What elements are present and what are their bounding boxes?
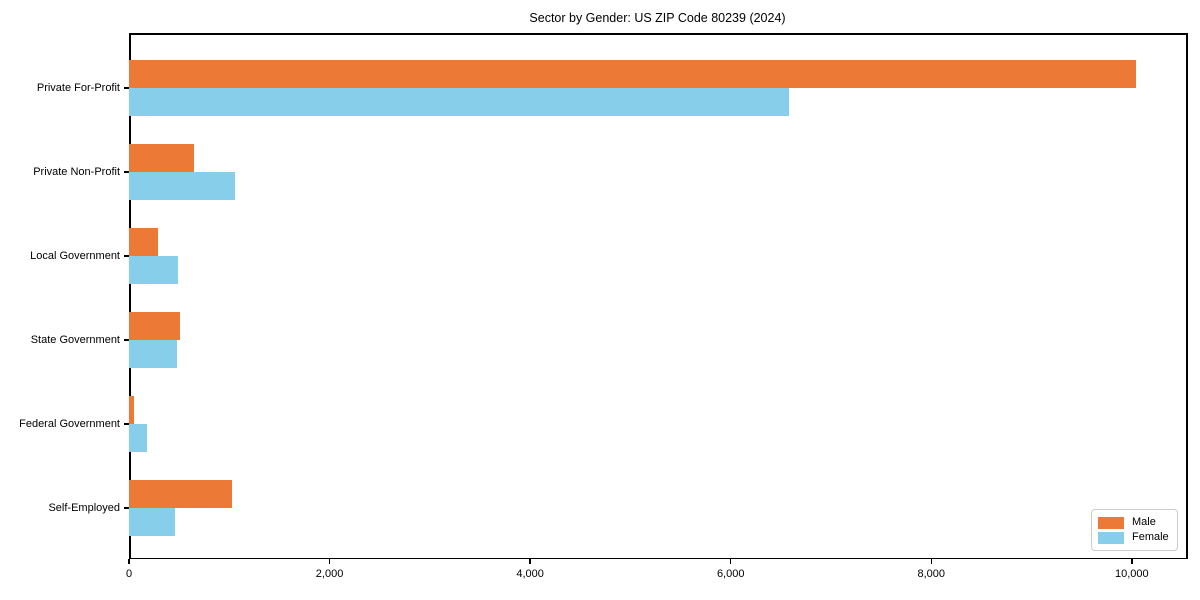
- y-axis-label-state-government: State Government: [30, 333, 120, 346]
- axis-spine-bottom: [129, 557, 1188, 559]
- plot-area: [129, 33, 1186, 559]
- y-axis-label-self-employed: Self-Employed: [48, 501, 120, 514]
- bar-male-private-non-profit: [129, 144, 195, 172]
- chart-title: Sector by Gender: US ZIP Code 80239 (202…: [529, 11, 786, 25]
- axis-spine-right: [1186, 33, 1188, 559]
- bar-female-federal-government: [129, 424, 148, 452]
- bar-male-state-government: [129, 312, 181, 340]
- x-tick-label-4000: 4,000: [516, 568, 544, 580]
- x-tick: [328, 559, 331, 564]
- x-tick-label-8000: 8,000: [917, 568, 946, 580]
- y-axis-label-private-for-profit: Private For-Profit: [36, 81, 120, 94]
- x-tick: [529, 559, 531, 564]
- x-tick-label-0: 0: [125, 568, 133, 580]
- y-tick: [124, 171, 129, 173]
- axis-spine-left: [129, 33, 131, 559]
- x-tick: [1131, 559, 1133, 564]
- axis-spine-top: [129, 33, 1188, 35]
- bar-female-local-government: [129, 256, 179, 284]
- y-tick: [124, 423, 129, 425]
- bar-male-private-for-profit: [129, 60, 1136, 88]
- male-swatch-icon: [1098, 516, 1124, 529]
- y-tick: [124, 255, 129, 257]
- y-tick: [124, 339, 129, 341]
- female-swatch-icon: [1098, 531, 1124, 544]
- x-tick: [729, 559, 732, 564]
- y-tick: [124, 507, 129, 509]
- x-tick: [128, 559, 130, 564]
- x-tick-label-2000: 2,000: [315, 568, 344, 580]
- y-axis-label-local-government: Local Government: [30, 249, 120, 262]
- bar-female-self-employed: [129, 508, 176, 536]
- legend: Male Female: [1091, 509, 1178, 551]
- y-axis-label-private-non-profit: Private Non-Profit: [33, 165, 120, 178]
- bar-male-self-employed: [129, 480, 233, 508]
- y-axis-label-federal-government: Federal Government: [19, 417, 120, 430]
- bar-female-state-government: [129, 340, 178, 368]
- legend-item-male: Male: [1098, 515, 1170, 530]
- x-tick-label-10000: 10,000: [1115, 568, 1149, 580]
- legend-label-female: Female: [1132, 531, 1169, 543]
- bar-female-private-for-profit: [129, 88, 789, 116]
- legend-item-female: Female: [1098, 530, 1170, 545]
- bar-female-private-non-profit: [129, 172, 236, 200]
- bar-male-federal-government: [129, 396, 134, 424]
- x-tick-label-6000: 6,000: [716, 568, 745, 580]
- y-tick: [124, 87, 129, 89]
- bar-male-local-government: [129, 228, 159, 256]
- x-tick: [930, 559, 933, 564]
- legend-label-male: Male: [1132, 516, 1156, 528]
